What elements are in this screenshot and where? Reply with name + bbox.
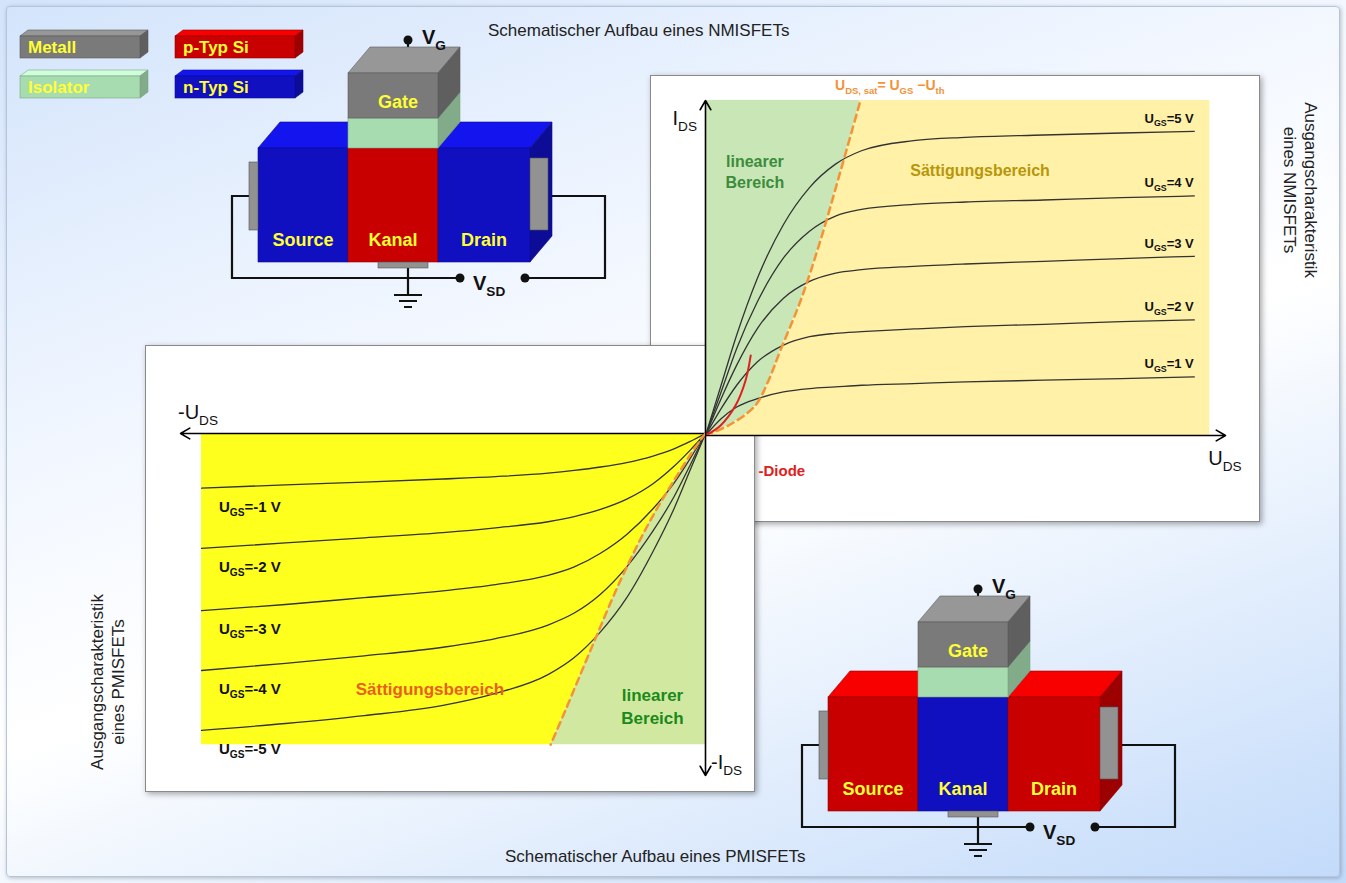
- svg-text:UDS, sat= UGS −Uth: UDS, sat= UGS −Uth: [835, 77, 945, 96]
- svg-text:-Diode: -Diode: [759, 462, 806, 479]
- svg-text:UGS=4 V: UGS=4 V: [1145, 175, 1195, 193]
- svg-text:Bereich: Bereich: [621, 709, 683, 728]
- svg-text:VSD: VSD: [1043, 821, 1075, 848]
- svg-text:UGS=2 V: UGS=2 V: [1145, 299, 1195, 317]
- svg-text:Ausgangscharakteristik: Ausgangscharakteristik: [88, 594, 107, 770]
- svg-text:VG: VG: [422, 26, 446, 53]
- svg-text:VSD: VSD: [473, 272, 505, 299]
- svg-text:Metall: Metall: [28, 38, 76, 57]
- svg-text:Source: Source: [272, 230, 333, 250]
- svg-text:Drain: Drain: [461, 230, 507, 250]
- svg-text:Bereich: Bereich: [726, 174, 785, 191]
- svg-text:UGS=-2 V: UGS=-2 V: [219, 558, 281, 578]
- svg-text:-UDS: -UDS: [178, 401, 218, 428]
- svg-text:UGS=-3 V: UGS=-3 V: [219, 620, 281, 640]
- svg-text:Kanal: Kanal: [938, 779, 987, 799]
- svg-text:IDS: IDS: [673, 107, 697, 134]
- svg-text:VG: VG: [992, 575, 1016, 602]
- svg-text:UGS=1 V: UGS=1 V: [1145, 356, 1195, 374]
- svg-text:UDS: UDS: [1208, 447, 1241, 474]
- svg-text:Gate: Gate: [948, 641, 988, 661]
- svg-text:n-Typ Si: n-Typ Si: [183, 78, 249, 97]
- svg-text:eines NMISFETs: eines NMISFETs: [1280, 127, 1299, 254]
- svg-text:linearer: linearer: [622, 686, 684, 705]
- svg-text:linearer: linearer: [726, 153, 784, 170]
- svg-text:Drain: Drain: [1031, 779, 1077, 799]
- svg-text:UGS=-4 V: UGS=-4 V: [219, 680, 281, 700]
- svg-text:Schematischer Aufbau eines PMI: Schematischer Aufbau eines PMISFETs: [505, 847, 805, 866]
- svg-text:Ausgangscharakteristik: Ausgangscharakteristik: [1301, 102, 1320, 278]
- svg-text:Source: Source: [842, 779, 903, 799]
- svg-text:eines PMISFETs: eines PMISFETs: [109, 619, 128, 745]
- svg-text:-IDS: -IDS: [711, 751, 742, 778]
- svg-text:Schematischer Aufbau eines NMI: Schematischer Aufbau eines NMISFETs: [488, 21, 789, 40]
- svg-text:UGS=-1 V: UGS=-1 V: [219, 498, 281, 518]
- svg-text:Sättigungsbereich: Sättigungsbereich: [910, 162, 1050, 179]
- svg-text:Kanal: Kanal: [368, 230, 417, 250]
- svg-text:UGS=-5 V: UGS=-5 V: [219, 740, 281, 760]
- svg-text:UGS=5 V: UGS=5 V: [1145, 111, 1195, 129]
- svg-text:Gate: Gate: [378, 92, 418, 112]
- svg-text:Sättigungsbereich: Sättigungsbereich: [356, 680, 504, 699]
- svg-text:Isolator: Isolator: [28, 78, 90, 97]
- svg-text:UGS=3 V: UGS=3 V: [1145, 236, 1195, 254]
- svg-text:p-Typ Si: p-Typ Si: [183, 38, 249, 57]
